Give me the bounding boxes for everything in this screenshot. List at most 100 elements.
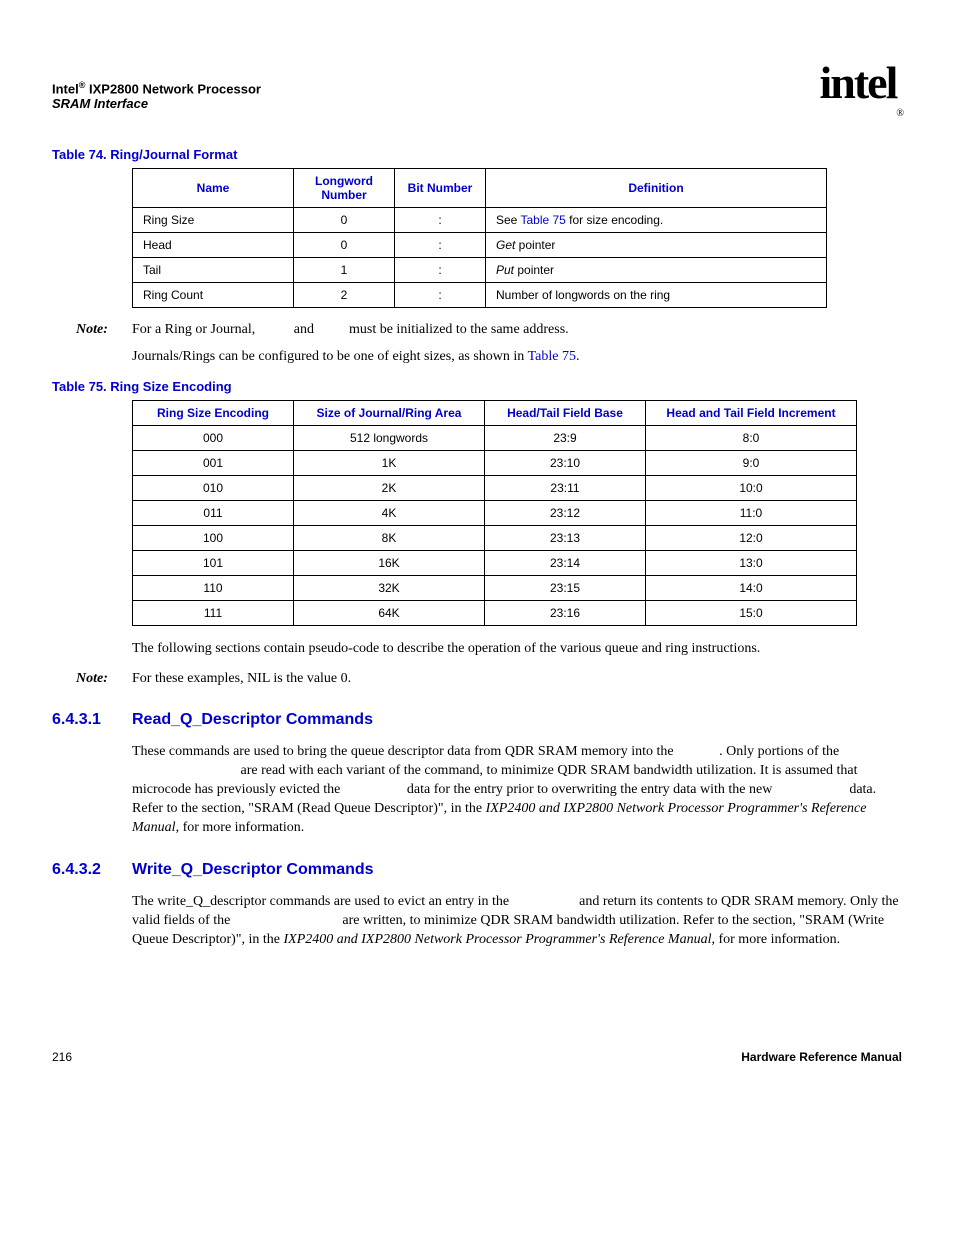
s1-blank2 [132, 763, 237, 778]
table-cell: 23:15 [485, 576, 646, 601]
table75-caption: Table 75. Ring Size Encoding [52, 379, 902, 394]
page-footer: 216 Hardware Reference Manual [52, 1050, 902, 1064]
table-row: 0011K23:109:0 [133, 451, 857, 476]
note-text: For a Ring or Journal, and must be initi… [132, 322, 569, 338]
table74-header: Longword Number [294, 169, 395, 208]
s1-blank4 [776, 782, 846, 797]
s2-a: The write_Q_descriptor commands are used… [132, 894, 513, 909]
table-cell: 1 [294, 258, 395, 283]
table-cell: 9:0 [646, 451, 857, 476]
para1-text: Journals/Rings can be configured to be o… [132, 349, 528, 364]
para-pseudocode: The following sections contain pseudo-co… [132, 640, 902, 659]
table-cell: 23:16 [485, 601, 646, 626]
page-header: Intel® IXP2800 Network Processor SRAM In… [52, 60, 902, 111]
doc-title-line1: Intel® IXP2800 Network Processor [52, 80, 261, 96]
s1-a: These commands are used to bring the que… [132, 744, 677, 759]
s2-manual: IXP2400 and IXP2800 Network Processor Pr… [284, 932, 712, 947]
intel-logo: intel® [820, 60, 903, 111]
section-num-2: 6.4.3.2 [52, 861, 132, 879]
table-cell: 8:0 [646, 426, 857, 451]
table74-caption: Table 74. Ring/Journal Format [52, 147, 902, 162]
table75-header: Ring Size Encoding [133, 401, 294, 426]
section-title: Read_Q_Descriptor Commands [132, 711, 373, 729]
table-cell: Put pointer [486, 258, 827, 283]
table-cell: Head [133, 233, 294, 258]
table-row: 11164K23:1615:0 [133, 601, 857, 626]
table-cell: 13:0 [646, 551, 857, 576]
table-link[interactable]: Table 75 [520, 213, 565, 227]
table-row: 0114K23:1211:0 [133, 501, 857, 526]
para-journals-sizes: Journals/Rings can be configured to be o… [132, 348, 902, 367]
table-cell: 512 longwords [294, 426, 485, 451]
note-label: Note: [76, 322, 132, 338]
table-cell: 23:13 [485, 526, 646, 551]
footer-title: Hardware Reference Manual [741, 1050, 902, 1064]
table-cell: 10:0 [646, 476, 857, 501]
table-cell: 8K [294, 526, 485, 551]
table75-header: Size of Journal/Ring Area [294, 401, 485, 426]
table-row: 000512 longwords23:98:0 [133, 426, 857, 451]
table-cell: 23:12 [485, 501, 646, 526]
table-cell: : [395, 258, 486, 283]
note1-gap1 [259, 322, 291, 337]
table-cell: 011 [133, 501, 294, 526]
page-number: 216 [52, 1050, 72, 1064]
note1-t2: and [290, 322, 317, 337]
note1-t3: must be initialized to the same address. [345, 322, 568, 337]
table-cell: 11:0 [646, 501, 857, 526]
table-cell: 14:0 [646, 576, 857, 601]
logo-reg: ® [896, 108, 902, 119]
table-cell: 111 [133, 601, 294, 626]
table-cell: 23:14 [485, 551, 646, 576]
section-num: 6.4.3.1 [52, 711, 132, 729]
table-row: Ring Count2:Number of longwords on the r… [133, 283, 827, 308]
table-cell: 000 [133, 426, 294, 451]
note1-t1: For a Ring or Journal, [132, 322, 259, 337]
table-row: 1008K23:1312:0 [133, 526, 857, 551]
s2-blank2 [234, 913, 339, 928]
table-cell: 32K [294, 576, 485, 601]
table-row: Ring Size0:See Table 75 for size encodin… [133, 208, 827, 233]
table-cell: See Table 75 for size encoding. [486, 208, 827, 233]
table74: NameLongword NumberBit NumberDefinitionR… [132, 168, 827, 308]
doc-subtitle: SRAM Interface [52, 96, 261, 111]
table-cell: 4K [294, 501, 485, 526]
table-cell: 001 [133, 451, 294, 476]
note1-gap2 [317, 322, 345, 337]
para1-link[interactable]: Table 75 [528, 349, 576, 364]
table-cell: Get pointer [486, 233, 827, 258]
note-label-2: Note: [76, 671, 132, 687]
note2-text: For these examples, NIL is the value 0. [132, 671, 351, 687]
table-cell: 0 [294, 208, 395, 233]
table-row: Head0:Get pointer [133, 233, 827, 258]
s1-d: data for the entry prior to overwriting … [403, 782, 775, 797]
table-cell: 101 [133, 551, 294, 576]
header-left: Intel® IXP2800 Network Processor SRAM In… [52, 80, 261, 111]
para1-suffix: . [576, 349, 580, 364]
table-cell: 64K [294, 601, 485, 626]
table-cell: 1K [294, 451, 485, 476]
table-cell: 100 [133, 526, 294, 551]
section-6432-body: The write_Q_descriptor commands are used… [132, 893, 902, 950]
table-cell: 15:0 [646, 601, 857, 626]
note-2: Note: For these examples, NIL is the val… [76, 671, 902, 687]
table-cell: 110 [133, 576, 294, 601]
table-cell: : [395, 208, 486, 233]
table75-header: Head/Tail Field Base [485, 401, 646, 426]
s1-f: , for more information. [176, 820, 305, 835]
logo-text: intel [820, 57, 897, 108]
table-cell: 0 [294, 233, 395, 258]
table-cell: : [395, 233, 486, 258]
table-cell: Number of longwords on the ring [486, 283, 827, 308]
table-row: Tail1:Put pointer [133, 258, 827, 283]
table-cell: Ring Count [133, 283, 294, 308]
table-row: 10116K23:1413:0 [133, 551, 857, 576]
section-6431-heading: 6.4.3.1 Read_Q_Descriptor Commands [52, 711, 902, 729]
table74-header: Name [133, 169, 294, 208]
s2-blank1 [513, 894, 576, 909]
table-cell: Tail [133, 258, 294, 283]
s1-b: . Only portions of the [719, 744, 839, 759]
note-1: Note: For a Ring or Journal, and must be… [76, 322, 902, 338]
s1-blank1 [677, 744, 719, 759]
table-cell: 2K [294, 476, 485, 501]
